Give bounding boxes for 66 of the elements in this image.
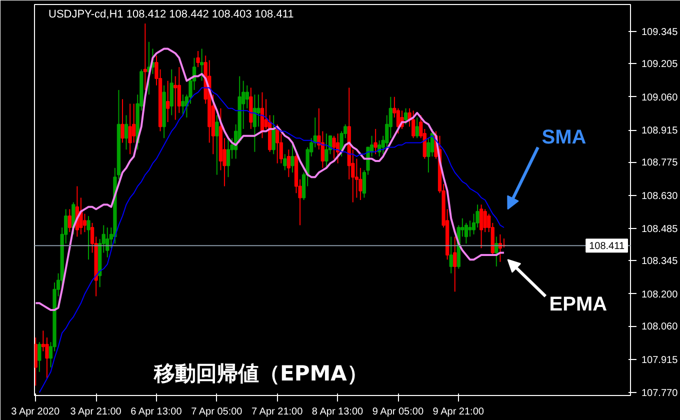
- candlestick: [479, 204, 484, 249]
- candlestick: [120, 98, 124, 144]
- text: 移動回帰値（EPMA）: [153, 362, 368, 386]
- x-tick-label: 9 Apr 21:00: [432, 406, 484, 418]
- candlestick: [38, 342, 42, 372]
- x-tick-label: 7 Apr 05:00: [191, 406, 243, 418]
- candlestick: [174, 76, 178, 120]
- candlestick: [332, 135, 336, 160]
- y-tick-label: 108.630: [642, 190, 678, 202]
- x-tick-label: 3 Apr 2020: [11, 406, 60, 418]
- ref-line-label: 108.411: [589, 241, 625, 252]
- candlestick: [483, 208, 487, 233]
- candlestick: [283, 154, 287, 171]
- line-series: [38, 87, 504, 394]
- candlestick: [464, 222, 468, 244]
- x-tick-label: 7 Apr 21:00: [252, 406, 304, 418]
- candlestick: [200, 48, 204, 82]
- candlestick: [290, 142, 294, 173]
- candlestick: [181, 94, 185, 116]
- candlestick: [276, 124, 280, 164]
- candlestick: [68, 208, 72, 233]
- candlestick: [453, 236, 457, 292]
- candlestick: [34, 337, 38, 386]
- candlestick: [415, 116, 419, 139]
- candlestick: [252, 94, 257, 152]
- y-tick-label: 108.485: [642, 224, 678, 236]
- y-tick-label: 108.060: [642, 322, 678, 333]
- candlestick: [449, 236, 453, 274]
- candlestick: [226, 138, 230, 178]
- candlestick: [82, 213, 87, 233]
- candlestick: [215, 114, 219, 176]
- candlestick: [272, 114, 276, 155]
- candlestick: [128, 103, 132, 155]
- candlestick: [336, 133, 340, 164]
- candlestick: [86, 216, 90, 260]
- candlestick: [404, 108, 408, 125]
- candlestick: [245, 84, 249, 109]
- y-tick-label: 108.775: [642, 158, 678, 169]
- candlestick: [286, 149, 291, 178]
- y-tick-label: 109.060: [642, 92, 678, 104]
- x-tick-label: 9 Apr 05:00: [372, 406, 424, 418]
- y-tick-label: 107.770: [642, 388, 678, 400]
- candlestick: [170, 68, 174, 116]
- y-tick-label: 108.345: [642, 256, 678, 268]
- candlestick: [324, 133, 328, 168]
- y-tick-label: 107.915: [642, 354, 678, 366]
- candlestick: [79, 197, 83, 235]
- text: SMA: [542, 126, 586, 148]
- y-tick-label: 109.345: [642, 27, 678, 38]
- candlestick: [166, 80, 170, 123]
- x-tick-label: 6 Apr 13:00: [130, 406, 182, 418]
- candlestick: [374, 128, 378, 155]
- x-tick-label: 3 Apr 21:00: [70, 406, 122, 418]
- candlestick: [196, 50, 200, 68]
- candlestick: [256, 94, 260, 128]
- text: EPMA: [549, 294, 608, 316]
- candlestick: [412, 110, 416, 139]
- candlestick: [143, 23, 147, 90]
- line-series: [34, 48, 505, 312]
- y-tick-label: 109.205: [642, 59, 678, 70]
- candlestick: [124, 114, 128, 150]
- candlestick: [468, 220, 472, 238]
- x-tick-label: 8 Apr 13:00: [312, 406, 364, 418]
- chart-subtitle: USDJPY-cd,H1 108.412 108.442 108.403 108.411: [48, 8, 294, 20]
- y-tick-label: 108.200: [642, 289, 678, 300]
- y-tick-label: 108.915: [642, 126, 678, 137]
